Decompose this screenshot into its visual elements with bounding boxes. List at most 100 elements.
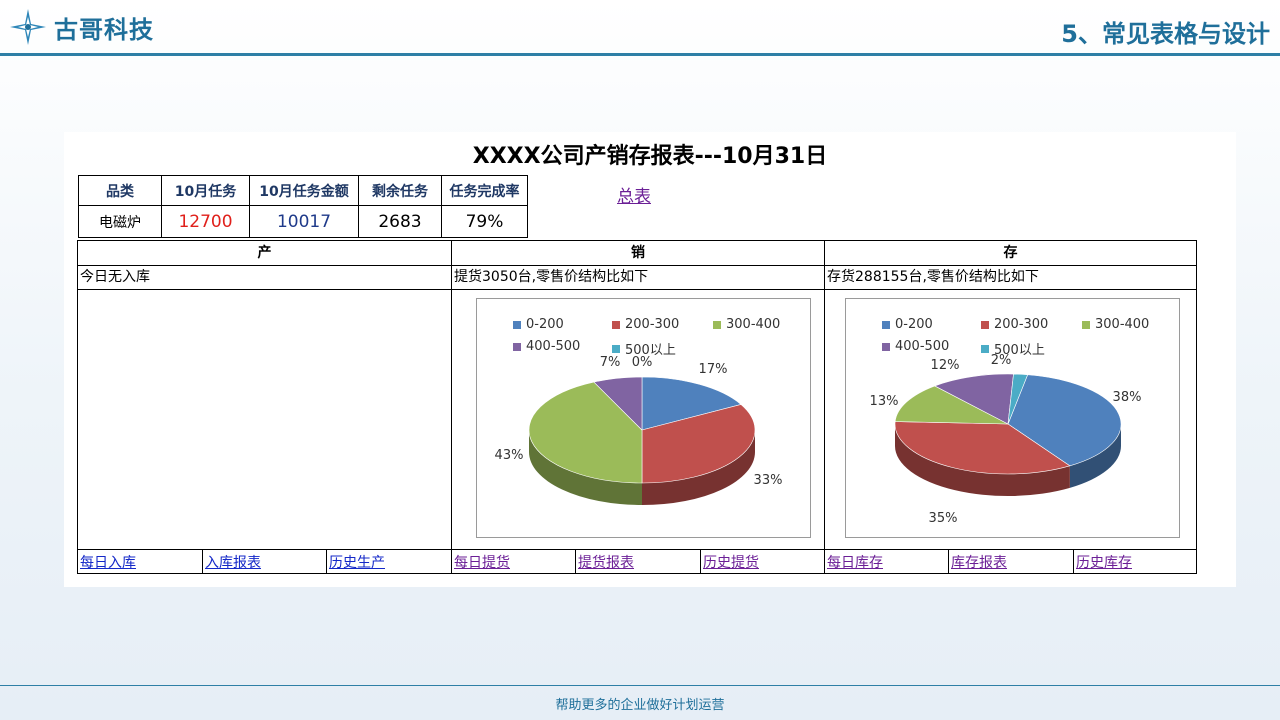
value-remaining: 2683: [358, 205, 442, 238]
slide-title: 5、常见表格与设计: [1061, 20, 1270, 48]
legend-item: 500以上: [981, 339, 1045, 358]
production-heading: 产: [78, 241, 451, 266]
legend-label: 400-500: [526, 339, 581, 354]
legend-swatch: [981, 344, 989, 353]
legend-swatch: [882, 320, 890, 329]
inventory-note: 存货288155台,零售价结构比如下: [825, 266, 1196, 290]
sales-heading: 销: [452, 241, 824, 266]
legend-swatch: [713, 320, 721, 329]
legend-label: 500以上: [625, 343, 676, 358]
summary-table: 品类 10月任务 10月任务金额 剩余任务 任务完成率 电磁炉 12700 10…: [78, 175, 528, 238]
legend-swatch: [612, 320, 620, 329]
pie-data-label: 12%: [931, 358, 960, 373]
pie-data-label: 35%: [929, 511, 958, 526]
logo: 古哥科技: [8, 6, 154, 48]
value-task: 12700: [161, 205, 250, 238]
legend-swatch: [513, 342, 521, 351]
legend-swatch: [513, 320, 521, 329]
legend-item: 400-500: [513, 339, 580, 354]
production-history-link[interactable]: 历史生产: [329, 555, 385, 571]
production-sales-inventory-grid: 产 今日无入库 每日入库 入库报表 历史生产 销 提货3050台,零售价结构比如…: [77, 240, 1197, 574]
pickup-report-link[interactable]: 提货报表: [578, 555, 634, 571]
inbound-report-link[interactable]: 入库报表: [205, 555, 261, 571]
footer-divider: [0, 685, 1280, 686]
header-remaining: 剩余任务: [358, 175, 442, 206]
production-note: 今日无入库: [78, 266, 451, 290]
logo-text: 古哥科技: [54, 15, 154, 44]
summary-total-link[interactable]: 总表: [617, 187, 651, 207]
legend-swatch: [981, 320, 989, 329]
inventory-pie-chart: 38% 35% 13% 12% 2% 0-200 200-300 300-400 400-500…: [845, 298, 1180, 538]
inventory-links: 每日库存 库存报表 历史库存: [825, 549, 1196, 573]
daily-inventory-link[interactable]: 每日库存: [827, 555, 883, 571]
legend-label: 400-500: [895, 339, 950, 354]
legend-swatch: [1082, 320, 1090, 329]
pie-data-label: 33%: [754, 473, 783, 488]
pie-slice: [641, 404, 756, 484]
footer-slogan: 帮助更多的企业做好计划运营: [555, 698, 725, 713]
pie-slice: [528, 381, 643, 484]
report-sheet: XXXX公司产销存报表---10月31日 品类 10月任务 10月任务金额 剩余…: [64, 132, 1236, 587]
pickup-history-link[interactable]: 历史提货: [703, 555, 759, 571]
production-column: 产 今日无入库 每日入库 入库报表 历史生产: [78, 241, 451, 573]
daily-pickup-link[interactable]: 每日提货: [454, 555, 510, 571]
legend-label: 300-400: [726, 317, 781, 332]
legend-item: 0-200: [882, 317, 933, 332]
pie-slice: [894, 385, 1009, 425]
slide-header: 古哥科技 5、常见表格与设计: [0, 0, 1280, 56]
pie-data-label: 0%: [632, 355, 653, 370]
inventory-body: 38% 35% 13% 12% 2% 0-200 200-300 300-400 400-500…: [825, 290, 1196, 550]
production-body: [78, 290, 451, 550]
inventory-heading: 存: [825, 241, 1196, 266]
header-divider: [0, 53, 1280, 56]
header-task: 10月任务: [161, 175, 250, 206]
legend-item: 0-200: [513, 317, 564, 332]
inventory-column: 存 存货288155台,零售价结构比如下 38% 35% 13% 12% 2% 0-200…: [824, 241, 1196, 573]
pie-data-label: 13%: [870, 394, 899, 409]
pie-svg: 17% 33% 43% 7% 0%: [495, 355, 783, 505]
sales-body: 17% 33% 43% 7% 0% 0-200 200-300 300-400 400-500 5…: [452, 290, 824, 550]
pie-data-label: 7%: [600, 355, 621, 370]
chart-legend: 0-200 200-300 300-400 400-500 500以上: [477, 299, 810, 359]
header-category: 品类: [78, 175, 162, 206]
legend-label: 0-200: [526, 317, 564, 332]
legend-swatch: [612, 344, 620, 353]
legend-item: 400-500: [882, 339, 949, 354]
chart-legend: 0-200 200-300 300-400 400-500 500以上: [846, 299, 1179, 359]
value-task-amount: 10017: [249, 205, 359, 238]
header-completion: 任务完成率: [441, 175, 528, 206]
pie-slice: [934, 373, 1014, 425]
star-logo-icon: [10, 9, 46, 45]
legend-label: 0-200: [895, 317, 933, 332]
sales-note: 提货3050台,零售价结构比如下: [452, 266, 824, 290]
sales-column: 销 提货3050台,零售价结构比如下 17% 33% 43% 7% 0% 0-200 200…: [451, 241, 824, 573]
production-links: 每日入库 入库报表 历史生产: [78, 549, 451, 573]
legend-label: 500以上: [994, 343, 1045, 358]
report-title: XXXX公司产销存报表---10月31日: [472, 144, 828, 169]
inventory-history-link[interactable]: 历史库存: [1076, 555, 1132, 571]
pie-slice-side: [895, 424, 1070, 496]
pie-slice: [894, 421, 1071, 475]
pie-data-label: 43%: [495, 448, 524, 463]
sales-links: 每日提货 提货报表 历史提货: [452, 549, 824, 573]
header-task-amount: 10月任务金额: [249, 175, 359, 206]
pie-slice: [593, 376, 643, 431]
summary-header-row: 品类 10月任务 10月任务金额 剩余任务 任务完成率: [78, 175, 528, 206]
value-category: 电磁炉: [78, 205, 162, 238]
inventory-report-link[interactable]: 库存报表: [951, 555, 1007, 571]
legend-swatch: [882, 342, 890, 351]
sales-pie-chart: 17% 33% 43% 7% 0% 0-200 200-300 300-400 400-500 5…: [476, 298, 811, 538]
legend-item: 300-400: [1082, 317, 1149, 332]
pie-slice: [641, 376, 742, 431]
pie-data-label: 17%: [699, 362, 728, 377]
daily-inbound-link[interactable]: 每日入库: [80, 555, 136, 571]
value-completion: 79%: [441, 205, 528, 238]
legend-label: 200-300: [994, 317, 1049, 332]
legend-item: 200-300: [981, 317, 1048, 332]
legend-item: 500以上: [612, 339, 676, 358]
summary-value-row: 电磁炉 12700 10017 2683 79%: [78, 205, 528, 238]
pie-slice-side: [642, 430, 755, 505]
pie-data-label: 2%: [991, 353, 1012, 368]
legend-label: 300-400: [1095, 317, 1150, 332]
legend-label: 200-300: [625, 317, 680, 332]
